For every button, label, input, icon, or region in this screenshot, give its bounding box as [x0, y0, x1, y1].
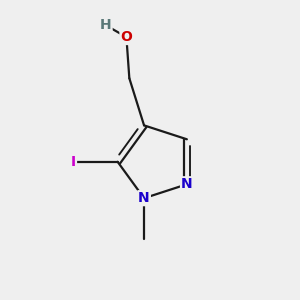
Text: N: N: [181, 177, 193, 191]
Text: H: H: [100, 18, 112, 32]
Text: I: I: [71, 155, 76, 169]
Text: O: O: [121, 30, 132, 44]
Text: N: N: [138, 191, 150, 205]
